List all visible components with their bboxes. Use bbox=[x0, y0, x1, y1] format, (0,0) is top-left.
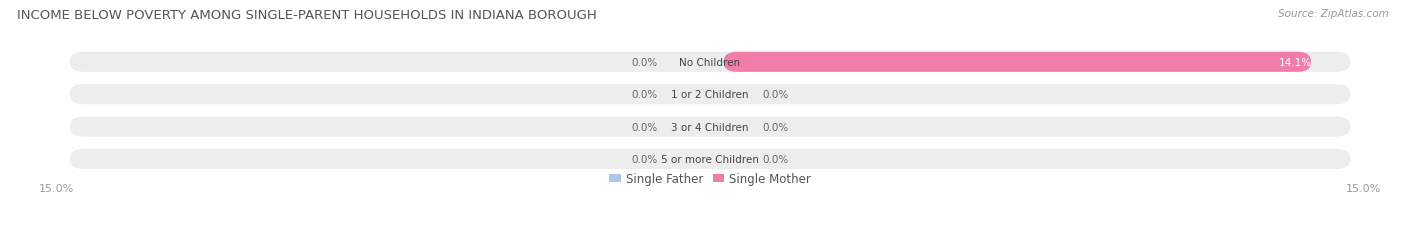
FancyBboxPatch shape bbox=[70, 117, 1350, 137]
Text: No Children: No Children bbox=[679, 58, 741, 67]
Text: 5 or more Children: 5 or more Children bbox=[661, 154, 759, 164]
Legend: Single Father, Single Mother: Single Father, Single Mother bbox=[609, 173, 811, 185]
Text: 14.1%: 14.1% bbox=[1278, 58, 1312, 67]
Text: 0.0%: 0.0% bbox=[631, 122, 658, 132]
Text: INCOME BELOW POVERTY AMONG SINGLE-PARENT HOUSEHOLDS IN INDIANA BOROUGH: INCOME BELOW POVERTY AMONG SINGLE-PARENT… bbox=[17, 9, 596, 22]
Text: 0.0%: 0.0% bbox=[631, 154, 658, 164]
FancyBboxPatch shape bbox=[70, 52, 1350, 73]
Text: 0.0%: 0.0% bbox=[762, 154, 789, 164]
Text: 0.0%: 0.0% bbox=[631, 58, 658, 67]
Text: Source: ZipAtlas.com: Source: ZipAtlas.com bbox=[1278, 9, 1389, 19]
Text: 1 or 2 Children: 1 or 2 Children bbox=[671, 90, 749, 100]
Text: 0.0%: 0.0% bbox=[762, 90, 789, 100]
FancyBboxPatch shape bbox=[70, 85, 1350, 105]
FancyBboxPatch shape bbox=[70, 149, 1350, 169]
Text: 0.0%: 0.0% bbox=[631, 90, 658, 100]
FancyBboxPatch shape bbox=[724, 52, 1310, 73]
Text: 0.0%: 0.0% bbox=[762, 122, 789, 132]
Text: 3 or 4 Children: 3 or 4 Children bbox=[671, 122, 749, 132]
